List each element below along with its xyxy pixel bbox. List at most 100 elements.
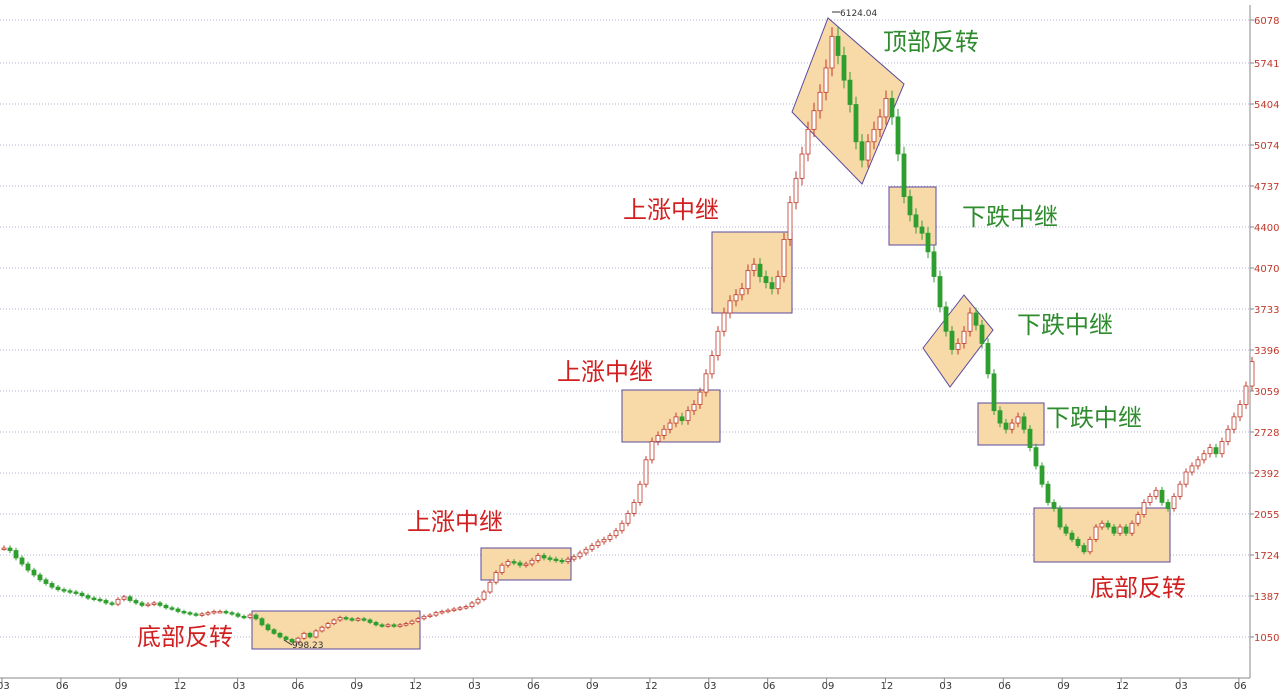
pattern-label: 顶部反转 <box>883 28 979 56</box>
candle-up <box>961 330 967 344</box>
candle-down <box>1045 483 1051 503</box>
candle-down <box>79 592 85 597</box>
candle-up <box>697 391 703 405</box>
candle-up <box>565 558 571 562</box>
candle-up <box>151 602 157 605</box>
candle-down <box>43 579 49 584</box>
candle-down <box>949 330 955 350</box>
candle-up <box>655 435 661 442</box>
x-tick-label: 06 <box>998 681 1011 691</box>
candle-up <box>505 561 511 566</box>
candle-up <box>481 591 487 600</box>
x-tick-label: 12 <box>645 681 658 691</box>
candle-down <box>907 196 913 216</box>
candle-up <box>607 535 613 540</box>
candle-up <box>811 110 817 130</box>
candle-down <box>769 282 775 290</box>
candle-up <box>145 603 151 607</box>
candle-up <box>1195 459 1201 467</box>
candle-up <box>1009 422 1015 430</box>
candle-up <box>1231 416 1237 430</box>
candle-up <box>493 572 499 583</box>
candle-down <box>133 600 139 604</box>
candle-down <box>1159 489 1165 503</box>
candle-down <box>1069 532 1075 540</box>
y-tick-label: 4400 <box>1254 223 1279 234</box>
candle-up <box>457 607 463 610</box>
candle-down <box>361 618 367 621</box>
candle-up <box>1171 495 1177 509</box>
candle-down <box>1105 522 1111 528</box>
y-tick-label: 5741 <box>1254 59 1279 70</box>
candle-down <box>307 632 313 638</box>
candle-up <box>571 556 577 560</box>
candle-up <box>247 614 253 618</box>
candle-down <box>13 550 19 559</box>
candle-up <box>601 538 607 543</box>
candle-down <box>367 619 373 623</box>
candle-down <box>229 612 235 615</box>
pattern-box <box>621 389 721 443</box>
candle-up <box>589 545 595 550</box>
candle-down <box>1039 465 1045 485</box>
candle-up <box>685 410 691 422</box>
candle-down <box>271 629 277 634</box>
candle-up <box>691 404 697 412</box>
x-tick-label: 03 <box>0 681 10 691</box>
candle-up <box>451 608 457 611</box>
y-tick-label: 3733 <box>1254 305 1279 316</box>
pattern-label: 底部反转 <box>1090 574 1186 602</box>
candle-down <box>547 557 553 560</box>
pattern-label: 上涨中继 <box>407 508 503 536</box>
pattern-box <box>711 231 793 314</box>
candle-up <box>295 637 301 643</box>
candle-down <box>991 373 997 412</box>
candle-down <box>343 617 349 620</box>
y-tick-labels: 1050 1387 1724 2055 2392 2728 3059 3396 3733 4070… <box>1250 16 1279 644</box>
candle-up <box>1117 526 1123 534</box>
x-tick-labels: 03 06 09 12 03 06 09 12 03 06 09 12 03 06 09 12 03 06 09 12… <box>0 678 1247 692</box>
candle-up <box>625 512 631 524</box>
candle-down <box>277 632 283 638</box>
x-tick-label: 09 <box>822 681 835 691</box>
pattern-label: 下跌中继 <box>962 203 1058 231</box>
candle-down <box>289 639 295 643</box>
candle-up <box>1087 538 1093 553</box>
candle-up <box>661 428 667 436</box>
candle-down <box>109 602 115 605</box>
candle-up <box>1249 361 1255 387</box>
candle-down <box>73 591 79 594</box>
candle-down <box>757 263 763 277</box>
candle-up <box>301 632 307 639</box>
candle-down <box>391 624 397 627</box>
trough-value-label: 998.23 <box>292 641 324 651</box>
candle-down <box>349 618 355 621</box>
x-tick-label: 12 <box>881 681 894 691</box>
trough-marker <box>283 639 293 646</box>
candle-up <box>1015 416 1021 424</box>
candle-down <box>175 608 181 612</box>
candle-down <box>859 141 865 161</box>
candle-up <box>667 422 673 430</box>
candle-up <box>631 502 637 514</box>
gridlines <box>0 19 1250 638</box>
candle-up <box>385 624 391 627</box>
candle-up <box>877 116 883 130</box>
candle-up <box>637 483 643 503</box>
candle-up <box>733 294 739 302</box>
candle-down <box>1051 502 1057 509</box>
candle-up <box>439 611 445 614</box>
candle-down <box>187 612 193 615</box>
candle-down <box>913 214 919 228</box>
candle-down <box>67 590 73 593</box>
candle-down <box>97 598 103 602</box>
candle-up <box>619 522 625 532</box>
candle-up <box>205 612 211 615</box>
y-tick-label: 2055 <box>1254 510 1279 521</box>
y-tick-label: 4070 <box>1254 264 1279 275</box>
candle-down <box>1027 428 1033 449</box>
candle-down <box>259 618 265 626</box>
pattern-box <box>1033 507 1171 563</box>
